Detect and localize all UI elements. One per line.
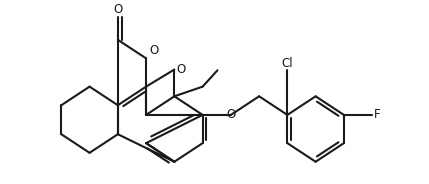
Text: O: O: [226, 108, 236, 121]
Text: Cl: Cl: [281, 57, 293, 70]
Text: O: O: [177, 63, 186, 76]
Text: O: O: [149, 44, 158, 57]
Text: F: F: [374, 108, 380, 121]
Text: O: O: [113, 3, 122, 16]
